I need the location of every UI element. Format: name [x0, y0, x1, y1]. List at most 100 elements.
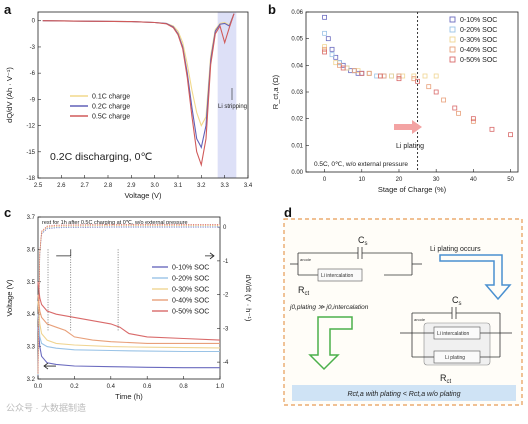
data-point-2 — [366, 70, 372, 76]
y-tick-label: 0.06 — [291, 10, 303, 16]
x-axis-label: Voltage (V) — [124, 191, 162, 200]
panel-b-label: b — [268, 2, 276, 17]
li-stripping-region — [217, 12, 237, 178]
legend-label-5: 0-50% SOC — [172, 309, 209, 316]
x-tick-label: 2.7 — [80, 183, 89, 189]
x-tick-label: 3.3 — [220, 183, 229, 189]
legend-marker-2 — [449, 26, 456, 33]
data-point-1 — [329, 46, 335, 52]
data-point-2 — [329, 52, 335, 58]
y-tick-label: -3 — [30, 45, 36, 51]
data-point-4 — [351, 68, 357, 74]
x-tick-label: 0.6 — [143, 384, 152, 390]
series-line-3 — [42, 13, 235, 168]
y-tick-label: 0 — [32, 19, 36, 25]
li-plating-arrow — [394, 120, 422, 134]
data-point-3 — [389, 73, 394, 79]
j-relation-text: j0,plating ≫ j0,intercalation — [289, 304, 369, 311]
legend-label-1: 0-10% SOC — [172, 265, 209, 272]
relation-banner — [292, 385, 516, 401]
voltage-curve-4 — [37, 294, 220, 344]
y-tick-label: 3.3 — [27, 345, 36, 351]
x-tick-label: 2.8 — [104, 183, 113, 189]
legend-marker-1 — [449, 16, 456, 23]
dvdt-curve-2 — [37, 226, 220, 376]
data-point-5 — [396, 76, 402, 82]
panel-d-diagram: d Cs anode Li intercalation Rct Li plati… — [283, 205, 523, 406]
panel-b: b 0 10 20 30 40 50 0.00 0.01 0.02 0.03 0.04 0.05 0.0… — [262, 0, 528, 205]
voltage-curve-1 — [37, 327, 220, 369]
y-right-axis-label: dV/dt (V · h⁻¹) — [244, 275, 253, 322]
top-circuit: Cs anode Li intercalation Rct — [290, 235, 422, 297]
data-point-5 — [377, 73, 383, 79]
legend-label-1: 0.1C charge — [92, 94, 130, 101]
panel-a-label: a — [4, 2, 12, 17]
x-tick-label: 3.1 — [174, 183, 183, 189]
voltage-curve-3 — [37, 301, 221, 349]
data-point-4 — [470, 118, 476, 124]
data-point-4 — [456, 110, 461, 116]
x-tick-label: 2.9 — [127, 183, 136, 189]
panel-a-chart: a 2.5 2.6 2.7 2.8 2.9 3.0 3.1 3.2 3.3 3.4 0 -3 -6 -9 -… — [4, 2, 253, 200]
anode-label-top: anode — [300, 257, 312, 262]
li-intercalation-box-top — [317, 268, 363, 282]
rct-label-bottom: Rct — [440, 373, 452, 385]
legend-label-2: 0-20% SOC — [460, 27, 497, 34]
data-point-3 — [322, 44, 327, 50]
data-point-3 — [411, 73, 417, 79]
relation-banner-text: Rct,a with plating < Rct,a w/o plating — [347, 391, 460, 398]
panel-c: c 0.0 0.2 0.4 0.6 0.8 1.0 3.2 3.3 3.4 3.5 3.6 3.7 0-… — [0, 205, 262, 419]
data-point-4 — [322, 46, 327, 52]
x-tick-label: 50 — [507, 177, 514, 183]
panel-a: a 2.5 2.6 2.7 2.8 2.9 3.0 3.1 3.2 3.3 3.4 0 -3 -6 -9 -… — [0, 0, 262, 205]
legend-marker-5 — [449, 56, 456, 63]
data-point-5 — [415, 78, 420, 84]
legend-marker-4 — [449, 46, 456, 53]
y-tick-label: 0.03 — [291, 90, 303, 96]
x-tick-label: 2.5 — [34, 183, 43, 189]
legend-label-1: 0-10% SOC — [460, 17, 497, 24]
y-tick-label: 0.04 — [291, 63, 303, 69]
li-plating-box — [433, 350, 481, 364]
cs-label-bottom: Cs — [452, 295, 462, 307]
data-point-4 — [411, 76, 417, 82]
li-intercalation-box-bottom — [433, 326, 481, 340]
voltage-curve-2 — [37, 314, 220, 353]
data-point-5 — [489, 126, 495, 132]
series-line-2 — [42, 13, 235, 149]
li-intercalation-text-bottom: Li intercalation — [437, 331, 469, 337]
x-tick-label: 0.4 — [107, 384, 116, 390]
data-point-4 — [366, 70, 372, 76]
rct-label-top: Rct — [298, 285, 310, 297]
data-point-1 — [322, 14, 327, 20]
green-arrow — [308, 316, 353, 371]
x-tick-label: 0 — [323, 177, 327, 183]
legend-marker-3 — [449, 36, 456, 43]
y-right-tick-label: -3 — [223, 326, 229, 332]
condition-annotation: 0.5C, 0℃, w/o external pressure — [314, 161, 408, 168]
legend-label-4: 0-40% SOC — [172, 298, 209, 305]
panel-c-label: c — [4, 205, 11, 220]
data-point-5 — [322, 49, 327, 55]
y-tick-label: -15 — [26, 150, 35, 156]
x-axis-label: Time (h) — [115, 392, 143, 401]
dvdt-curve-1 — [37, 226, 220, 376]
li-plating-occurs-text: Li plating occurs — [430, 246, 481, 253]
anode-label-bottom: anode — [414, 317, 426, 322]
y-tick-label: 0.05 — [291, 37, 303, 43]
y-tick-label: 0.00 — [291, 170, 303, 176]
x-tick-label: 0.0 — [34, 384, 43, 390]
plot-frame — [37, 11, 249, 179]
li-stripping-annotation: Li stripping — [218, 104, 247, 110]
x-tick-label: 2.6 — [57, 183, 66, 189]
x-tick-label: 10 — [358, 177, 365, 183]
li-plating-text: Li plating — [445, 355, 465, 361]
y-tick-label: -12 — [26, 124, 35, 130]
dvdt-curve-4 — [37, 224, 220, 374]
legend-label-3: 0-30% SOC — [172, 287, 209, 294]
x-tick-label: 0.2 — [70, 384, 79, 390]
data-point-5 — [340, 65, 346, 71]
data-point-3 — [433, 73, 439, 79]
x-tick-label: 3.0 — [150, 183, 159, 189]
y-axis-label: dQ/dV (Ah · V⁻¹) — [5, 67, 14, 123]
